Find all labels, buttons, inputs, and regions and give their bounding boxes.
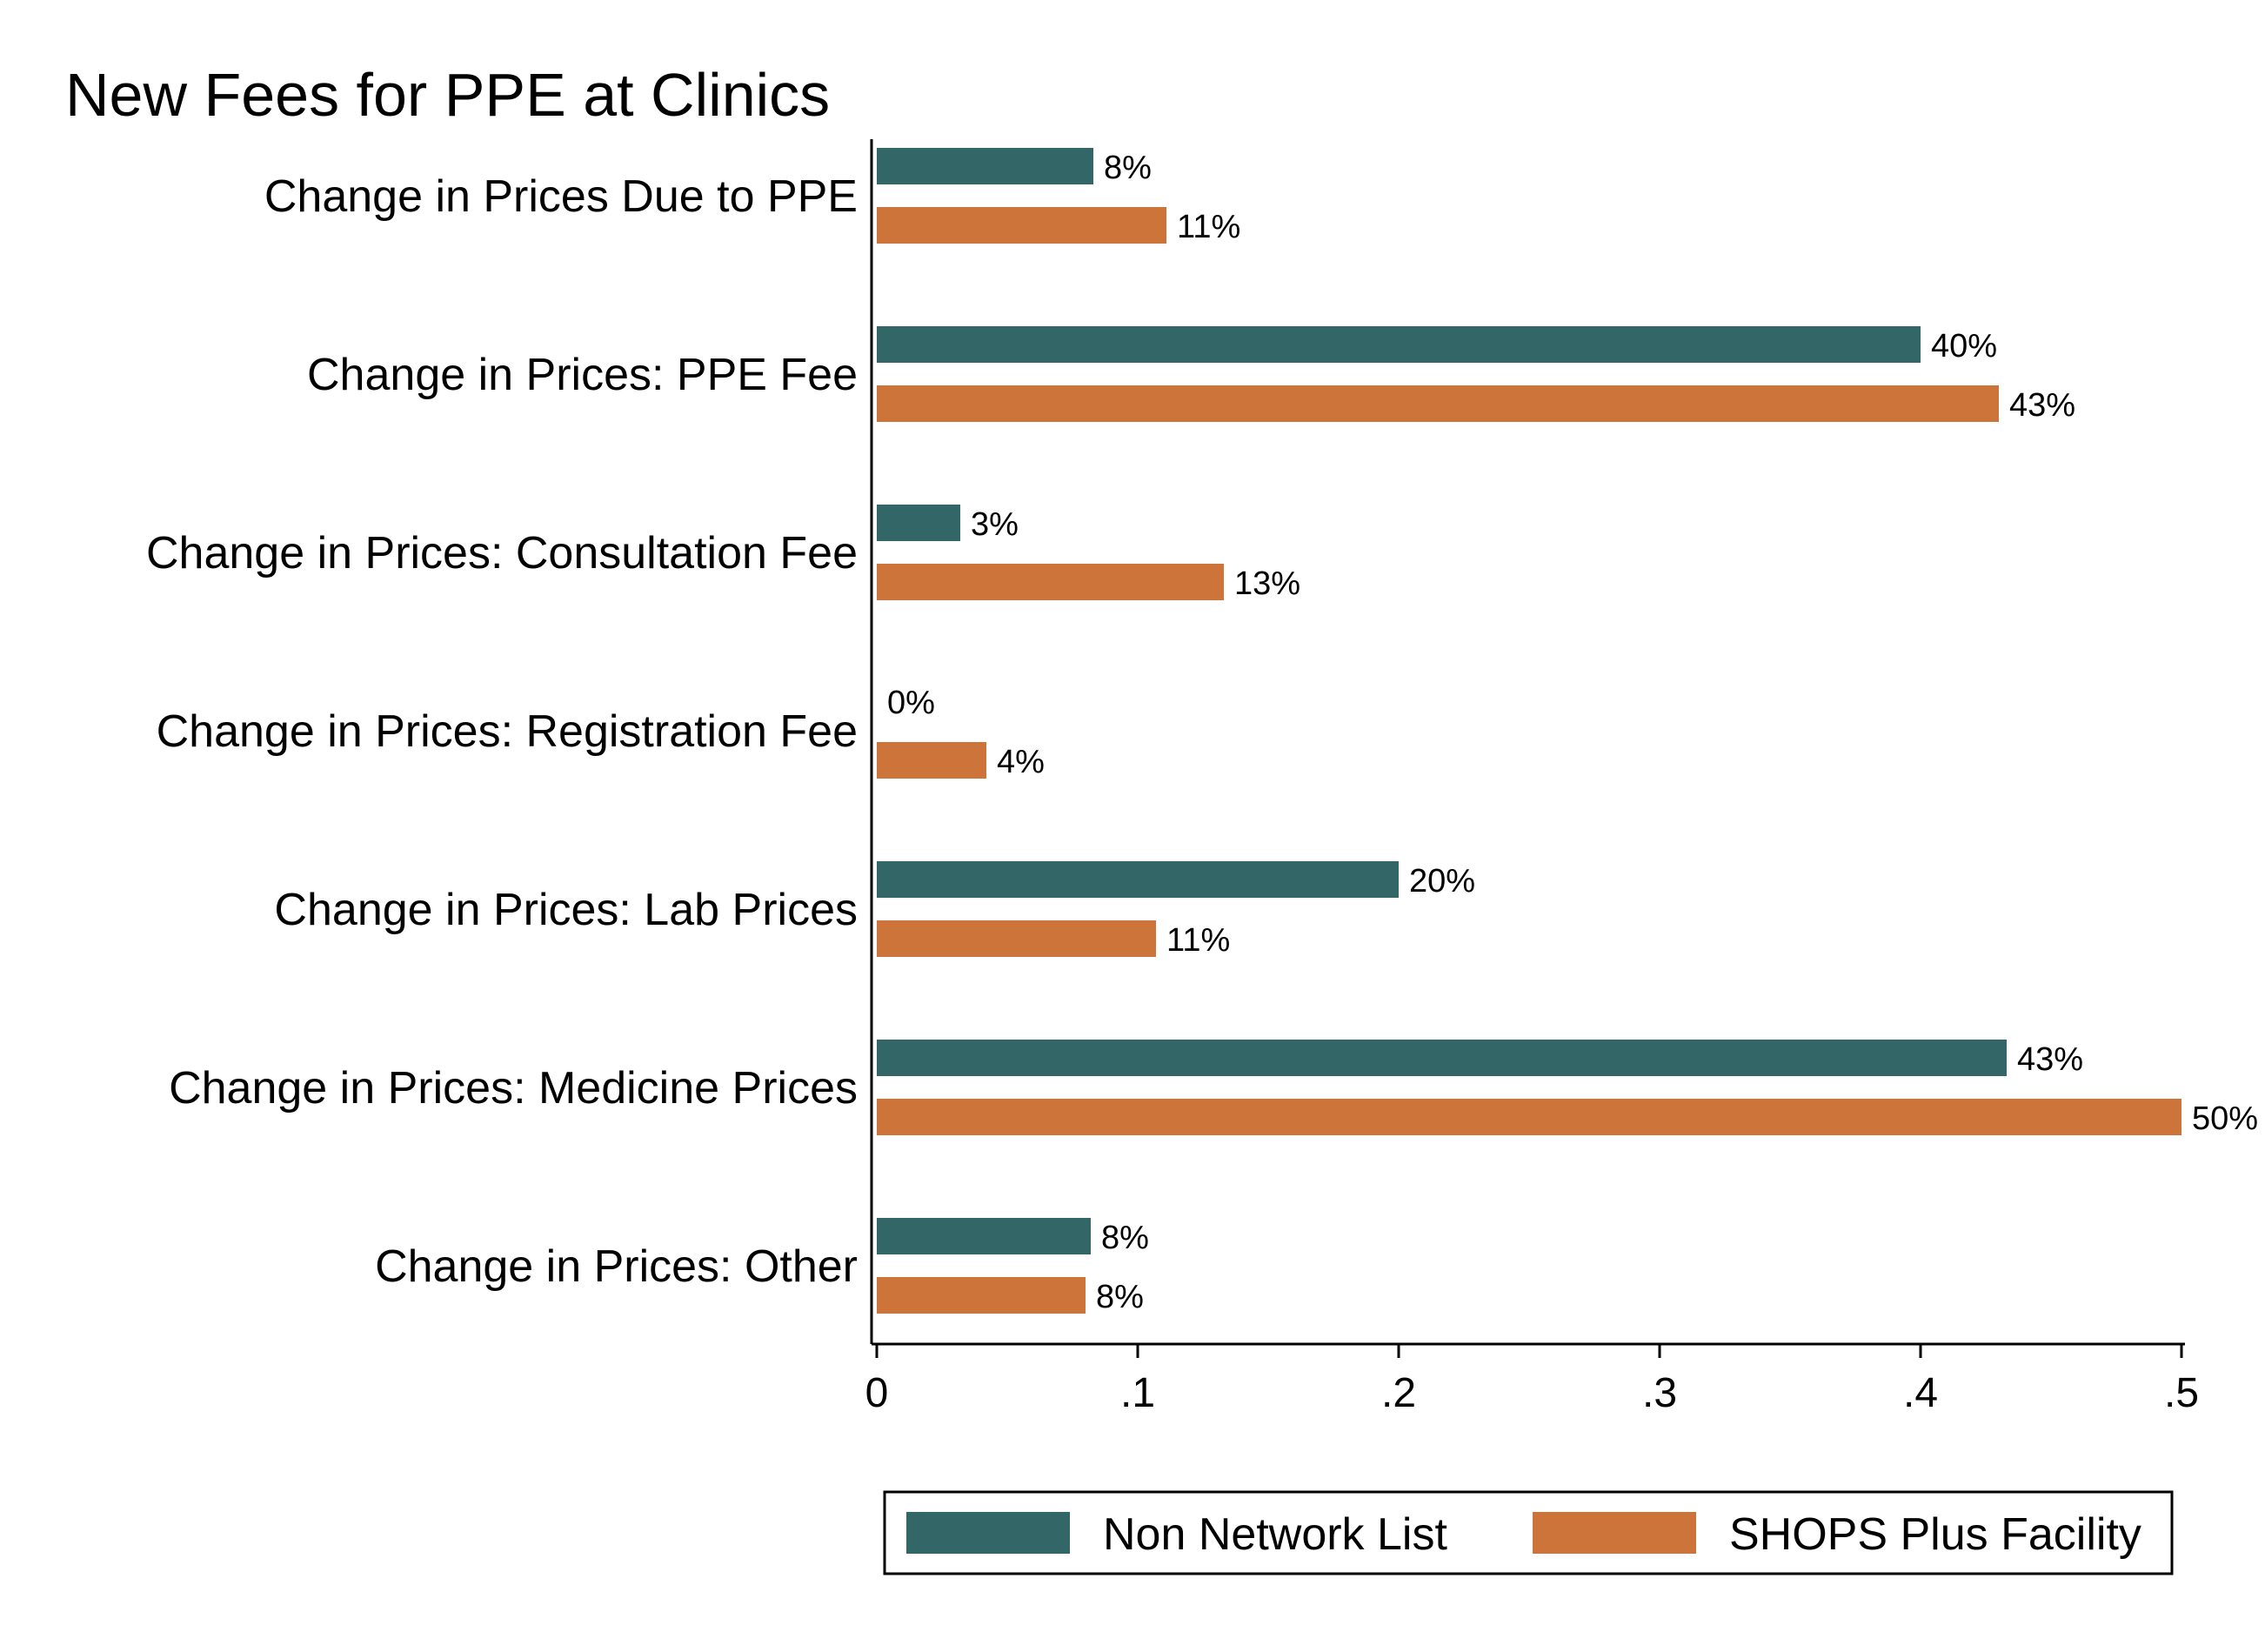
x-tick-label: .3 [1642, 1370, 1677, 1416]
category-label: Change in Prices: Lab Prices [274, 885, 858, 935]
bar-shops-plus-facility [877, 1099, 2181, 1135]
data-label: 43% [2017, 1041, 2083, 1078]
bar-shops-plus-facility [877, 385, 1999, 422]
bar-non-network-list [877, 148, 1093, 184]
x-tick-label: .2 [1381, 1370, 1416, 1416]
data-label: 20% [1409, 863, 1475, 900]
data-label: 8% [1104, 150, 1152, 186]
category-group: Change in Prices: Lab Prices 20% 11% [274, 861, 1475, 959]
plot-area: 0 .1 .2 .3 .4 .5 Change in Prices Due to PPE 8%… [146, 139, 2258, 1416]
data-label: 4% [997, 744, 1045, 780]
bar-shops-plus-facility [877, 207, 1166, 244]
x-tick-label: 0 [865, 1370, 889, 1416]
legend-label: Non Network List [1103, 1509, 1447, 1560]
bar-non-network-list [877, 861, 1399, 898]
category-group: Change in Prices: Registration Fee 0% 4% [157, 685, 1045, 780]
category-label: Change in Prices: Consultation Fee [146, 528, 858, 579]
category-group: Change in Prices: PPE Fee 40% 43% [307, 326, 2075, 424]
data-label: 13% [1234, 565, 1300, 602]
data-label: 8% [1096, 1279, 1144, 1315]
legend-swatch [906, 1512, 1070, 1554]
data-label: 3% [971, 506, 1019, 543]
data-label: 11% [1177, 209, 1240, 245]
bar-non-network-list [877, 1218, 1091, 1254]
bar-non-network-list [877, 326, 1921, 363]
legend-label: SHOPS Plus Facility [1729, 1509, 2141, 1560]
data-label: 40% [1931, 328, 1997, 365]
category-group: Change in Prices: Medicine Prices 43% 50% [169, 1040, 2258, 1137]
x-tick-label: .5 [2164, 1370, 2199, 1416]
data-label: 0% [887, 685, 935, 721]
category-label: Change in Prices: Registration Fee [157, 706, 858, 757]
x-tick-label: .1 [1120, 1370, 1155, 1416]
category-group: Change in Prices Due to PPE 8% 11% [264, 148, 1240, 245]
data-label: 11% [1166, 922, 1230, 959]
category-label: Change in Prices: Other [375, 1241, 858, 1292]
legend: Non Network List SHOPS Plus Facility [883, 1490, 2174, 1575]
legend-box [883, 1490, 2174, 1575]
data-label: 50% [2192, 1100, 2258, 1137]
bar-shops-plus-facility [877, 1277, 1086, 1314]
category-group: Change in Prices: Other 8% 8% [375, 1218, 1149, 1315]
bar-shops-plus-facility [877, 742, 986, 779]
category-label: Change in Prices Due to PPE [264, 171, 858, 222]
chart-title: New Fees for PPE at Clinics [65, 61, 830, 129]
data-label: 43% [2009, 387, 2075, 424]
bar-shops-plus-facility [877, 920, 1156, 957]
data-label: 8% [1101, 1220, 1149, 1256]
legend-swatch [1533, 1512, 1696, 1554]
category-group: Change in Prices: Consultation Fee 3% 13% [146, 505, 1300, 602]
category-label: Change in Prices: PPE Fee [307, 350, 858, 400]
category-label: Change in Prices: Medicine Prices [169, 1063, 858, 1114]
bar-non-network-list [877, 505, 960, 541]
x-tick-label: .4 [1903, 1370, 1938, 1416]
bar-shops-plus-facility [877, 564, 1224, 600]
bar-non-network-list [877, 1040, 2007, 1076]
